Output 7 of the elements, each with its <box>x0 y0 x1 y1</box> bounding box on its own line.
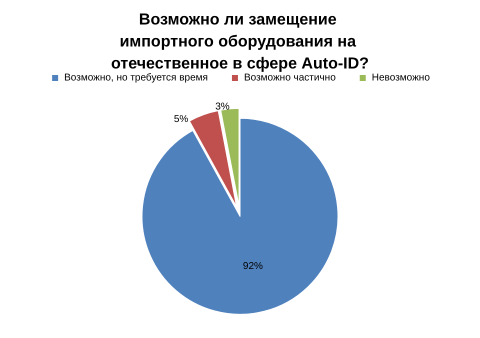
legend-label: Возможно частично <box>244 72 336 84</box>
legend-label: Невозможно <box>372 72 430 84</box>
chart-title: Возможно ли замещение импортного оборудования на отечественное в сфере Auto-ID? <box>111 12 369 72</box>
data-label: 92% <box>242 261 264 272</box>
data-label: 5% <box>174 114 188 125</box>
data-label: 3% <box>215 101 230 112</box>
legend-label: Возможно, но требуется время <box>64 72 208 84</box>
